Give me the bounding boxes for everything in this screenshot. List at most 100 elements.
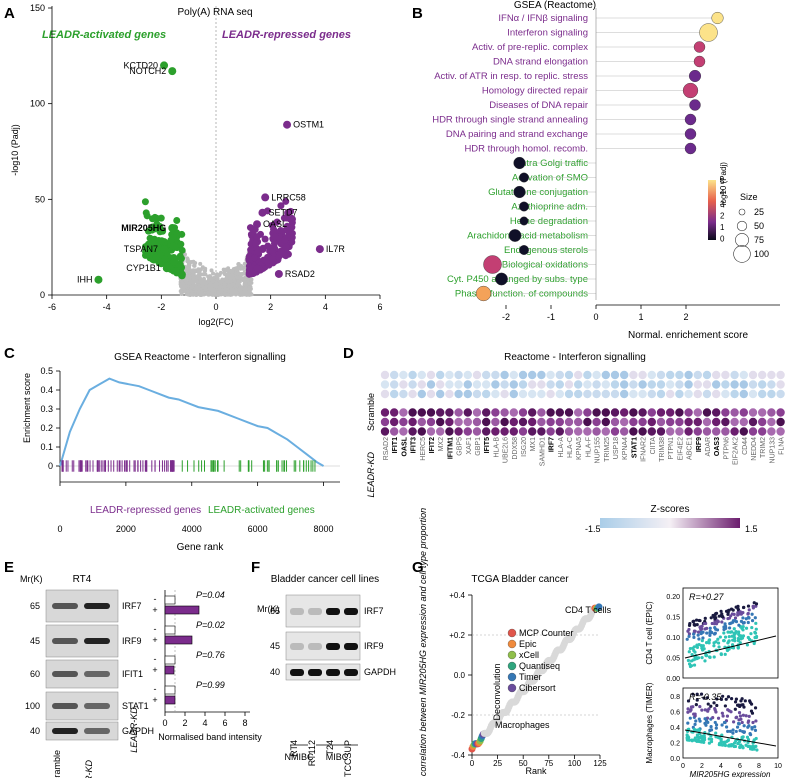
g-sub-point bbox=[733, 700, 738, 704]
g-cd4-annotation: CD4 T cells bbox=[565, 605, 612, 615]
es-xtick-label: 0 bbox=[57, 524, 62, 534]
heatmap-cell bbox=[601, 380, 610, 389]
pathway-label: Biological oxidations bbox=[502, 260, 588, 271]
g-sub-point bbox=[726, 695, 731, 699]
heatmap-cell bbox=[748, 408, 758, 417]
western-rt4: Mr(K) RT4 IRF765IRF945IFIT160STAT1100GAP… bbox=[20, 574, 262, 778]
heatmap-cell bbox=[445, 380, 454, 389]
g-sub-point bbox=[737, 623, 741, 627]
labelled-gene-point bbox=[168, 224, 177, 233]
volcano-point-ns bbox=[219, 279, 224, 284]
heatmap-gene-label: HLA-F bbox=[585, 437, 592, 457]
heatmap-cell bbox=[564, 380, 574, 389]
heatmap-cell bbox=[638, 408, 647, 417]
g-legend-label: xCell bbox=[519, 650, 539, 660]
g-sub-point bbox=[702, 696, 706, 700]
f-mr-value: 45 bbox=[270, 641, 280, 651]
heatmap-cell bbox=[408, 370, 417, 380]
g-sub-point bbox=[704, 653, 708, 657]
g-sub-point bbox=[709, 616, 713, 620]
heatmap-gene-label: UBE2L6 bbox=[503, 437, 510, 463]
heatmap-cell bbox=[564, 370, 574, 380]
g-sub-point bbox=[719, 652, 723, 657]
heatmap-cell bbox=[436, 370, 445, 380]
heatmap-cell bbox=[758, 417, 767, 427]
volcano-x-label: log2(FC) bbox=[198, 317, 233, 327]
heatmap-gene-label: IFNAR2 bbox=[641, 437, 648, 462]
volcano-point-ns bbox=[235, 267, 240, 272]
heatmap-cell bbox=[666, 417, 675, 427]
heatmap-cell bbox=[528, 427, 537, 436]
g-sub-point bbox=[703, 721, 707, 725]
g-sub-ytick: 0.10 bbox=[666, 635, 680, 642]
g-sub-point bbox=[697, 637, 701, 641]
g-sub-point bbox=[728, 626, 732, 630]
g-sub-point bbox=[731, 608, 735, 612]
volcano-point-ns bbox=[239, 275, 244, 280]
heatmap-cell bbox=[647, 427, 656, 436]
g-sub-point bbox=[719, 609, 723, 613]
g-legend-marker bbox=[507, 650, 517, 660]
heatmap-cell bbox=[445, 408, 454, 417]
heatmap-cell bbox=[629, 370, 638, 380]
heatmap-cell bbox=[767, 427, 776, 436]
g-sub-xtick: 0 bbox=[681, 763, 685, 770]
g-sub-point bbox=[695, 735, 700, 739]
heatmap-cell bbox=[482, 380, 491, 389]
heatmap-cell bbox=[592, 408, 601, 417]
heatmap-cell bbox=[684, 370, 693, 380]
heatmap-cell bbox=[454, 380, 463, 389]
heatmap-gene-label: PTPN1 bbox=[668, 437, 675, 460]
heatmap-gene-label: HERC5 bbox=[420, 437, 427, 461]
e-bar-scramble bbox=[164, 595, 176, 605]
g-sub-point bbox=[737, 711, 742, 715]
pathway-label: DNA pairing and strand exchange bbox=[446, 129, 588, 140]
e-pvalue: P=0.76 bbox=[196, 650, 225, 660]
volcano-point-ns bbox=[217, 285, 222, 290]
heatmap-cell bbox=[620, 380, 629, 389]
g-sub-point bbox=[723, 652, 727, 656]
volcano-point-ns bbox=[212, 288, 217, 293]
heatmap-cell bbox=[638, 417, 647, 427]
g-sub-point bbox=[729, 742, 734, 747]
g-sub-point bbox=[747, 714, 751, 718]
heatmap-cell bbox=[500, 417, 509, 427]
heatmap-cell bbox=[721, 408, 730, 417]
heatmap-cell bbox=[537, 380, 546, 389]
heatmap-cell bbox=[537, 417, 546, 427]
volcano-point-ns bbox=[216, 290, 221, 295]
heatmap-cell bbox=[656, 380, 666, 389]
heatmap-cell bbox=[712, 417, 721, 427]
heatmap-cell bbox=[647, 417, 656, 427]
g-sub-point bbox=[745, 643, 749, 647]
e-y-axis-label: LEADR-KD bbox=[129, 707, 139, 753]
g-sub-point bbox=[734, 729, 738, 734]
g-sub-point bbox=[728, 630, 732, 634]
volcano-point-repressed bbox=[282, 252, 290, 260]
activated-genes-title: LEADR-activated genes bbox=[42, 29, 166, 41]
heatmap-cell bbox=[758, 389, 767, 399]
g-sub-point bbox=[717, 736, 722, 740]
pathway-dot bbox=[495, 272, 508, 286]
blot-band-scramble bbox=[52, 728, 78, 734]
heatmap-cell bbox=[537, 408, 546, 417]
volcano-point-repressed bbox=[254, 248, 262, 256]
e-bar-scramble bbox=[164, 685, 176, 695]
gene-label: TSPAN7 bbox=[124, 244, 158, 254]
blot-mr-value: 65 bbox=[30, 601, 40, 611]
blot-band-kd bbox=[84, 638, 110, 644]
blot-band-scramble bbox=[52, 703, 78, 709]
g-sub-point bbox=[709, 725, 713, 729]
volcano-point-ns bbox=[236, 280, 241, 285]
padj-tick: 4 bbox=[720, 189, 725, 198]
heatmap-cell bbox=[445, 427, 454, 436]
panel-letter-a: A bbox=[4, 5, 15, 22]
size-legend-circle bbox=[735, 233, 749, 247]
gene-label: OSTM1 bbox=[293, 120, 324, 130]
heatmap-cell bbox=[638, 370, 647, 380]
g-ytick-label: +0.2 bbox=[449, 631, 465, 640]
heatmap-cell bbox=[748, 370, 758, 380]
g-sub-point bbox=[692, 632, 696, 636]
volcano-point-repressed bbox=[252, 239, 260, 247]
g-sub-point bbox=[700, 624, 704, 628]
